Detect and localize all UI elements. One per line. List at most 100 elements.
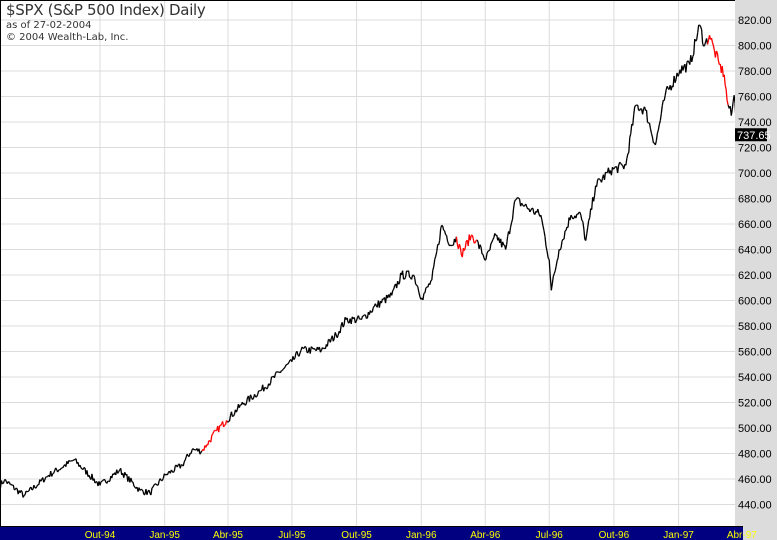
price-segment	[159, 478, 162, 481]
price-segment	[488, 249, 491, 252]
price-segment	[647, 121, 649, 124]
price-segment	[350, 316, 353, 325]
price-segment	[43, 479, 46, 483]
price-segment	[343, 317, 346, 326]
price-segment	[82, 467, 85, 470]
price-segment	[685, 62, 688, 73]
price-segment	[429, 280, 432, 285]
price-segment	[517, 196, 519, 199]
price-segment	[712, 45, 716, 51]
x-tick-label: Abr-96	[470, 530, 500, 540]
price-segment	[186, 453, 189, 457]
price-segment	[645, 110, 649, 123]
price-segment	[404, 276, 407, 280]
price-segment	[438, 240, 441, 245]
price-segment	[60, 467, 63, 470]
price-segment	[556, 257, 559, 261]
price-segment	[572, 217, 575, 220]
price-segment	[554, 266, 557, 272]
price-segment	[583, 228, 586, 240]
price-segment	[546, 251, 549, 259]
price-segment	[391, 290, 394, 296]
price-segment	[55, 467, 58, 471]
price-segment	[172, 470, 175, 473]
price-segment	[581, 219, 584, 222]
price-segment	[266, 387, 269, 390]
price-segment	[589, 208, 592, 218]
price-segment	[630, 124, 633, 134]
price-segment	[687, 60, 690, 63]
price-segment	[62, 465, 65, 469]
price-segment	[443, 229, 446, 232]
price-segment	[415, 283, 418, 286]
price-segment	[543, 230, 546, 237]
price-segment	[559, 247, 562, 251]
price-segment	[724, 85, 727, 90]
price-segment	[587, 220, 590, 228]
price-segment	[505, 236, 509, 245]
price-segment	[654, 140, 657, 146]
price-segment	[603, 172, 607, 180]
price-segment	[176, 464, 179, 468]
price-segment	[542, 225, 545, 231]
price-segment	[502, 241, 505, 246]
price-segment	[658, 120, 661, 125]
price-segment	[268, 383, 272, 386]
price-segment	[255, 394, 259, 398]
price-segment	[700, 26, 703, 30]
price-segment	[223, 424, 226, 428]
price-segment	[360, 316, 364, 320]
price-segment	[424, 287, 427, 294]
price-segment	[294, 352, 297, 359]
price-segment	[425, 286, 428, 289]
price-segment	[726, 100, 729, 106]
price-segment	[102, 479, 105, 481]
price-segment	[412, 274, 416, 278]
price-segment	[491, 239, 494, 243]
price-segment	[342, 324, 345, 328]
price-segment	[235, 409, 238, 413]
price-segment	[150, 487, 153, 496]
price-segment	[372, 305, 375, 308]
price-segment	[521, 202, 524, 206]
price-segment	[661, 100, 664, 106]
price-segment	[595, 179, 599, 187]
price-segment	[36, 484, 39, 487]
price-segment	[380, 298, 384, 304]
x-tick-label: Jul-95	[278, 530, 306, 540]
price-segment	[51, 473, 54, 477]
price-segment	[591, 197, 594, 210]
price-segment	[25, 490, 28, 493]
price-segment	[674, 79, 677, 83]
price-segment	[22, 495, 25, 498]
price-segment	[523, 205, 526, 207]
price-segment	[210, 435, 213, 443]
price-segment	[449, 244, 451, 247]
price-segment	[548, 259, 551, 277]
price-segment	[282, 367, 285, 370]
price-segment	[80, 467, 83, 470]
price-segment	[404, 270, 408, 278]
price-segment	[68, 459, 71, 462]
price-segment	[57, 469, 60, 473]
price-segment	[406, 270, 408, 273]
y-axis-panel	[735, 0, 777, 540]
y-tick-label: 500.00	[738, 423, 772, 435]
price-segment	[629, 133, 632, 138]
price-segment	[170, 469, 173, 472]
y-tick-label: 660.00	[738, 219, 772, 231]
price-segment	[249, 394, 253, 398]
price-segment	[664, 89, 667, 96]
y-tick-label: 680.00	[738, 194, 772, 206]
price-segment	[141, 489, 144, 492]
price-segment	[28, 487, 31, 492]
price-segment	[558, 248, 561, 251]
price-segment	[691, 56, 694, 62]
price-segment	[256, 390, 260, 395]
price-segment	[311, 347, 314, 350]
price-segment	[487, 250, 490, 252]
price-segment	[446, 241, 450, 245]
price-segment	[100, 480, 103, 483]
y-tick-label: 640.00	[738, 245, 772, 257]
